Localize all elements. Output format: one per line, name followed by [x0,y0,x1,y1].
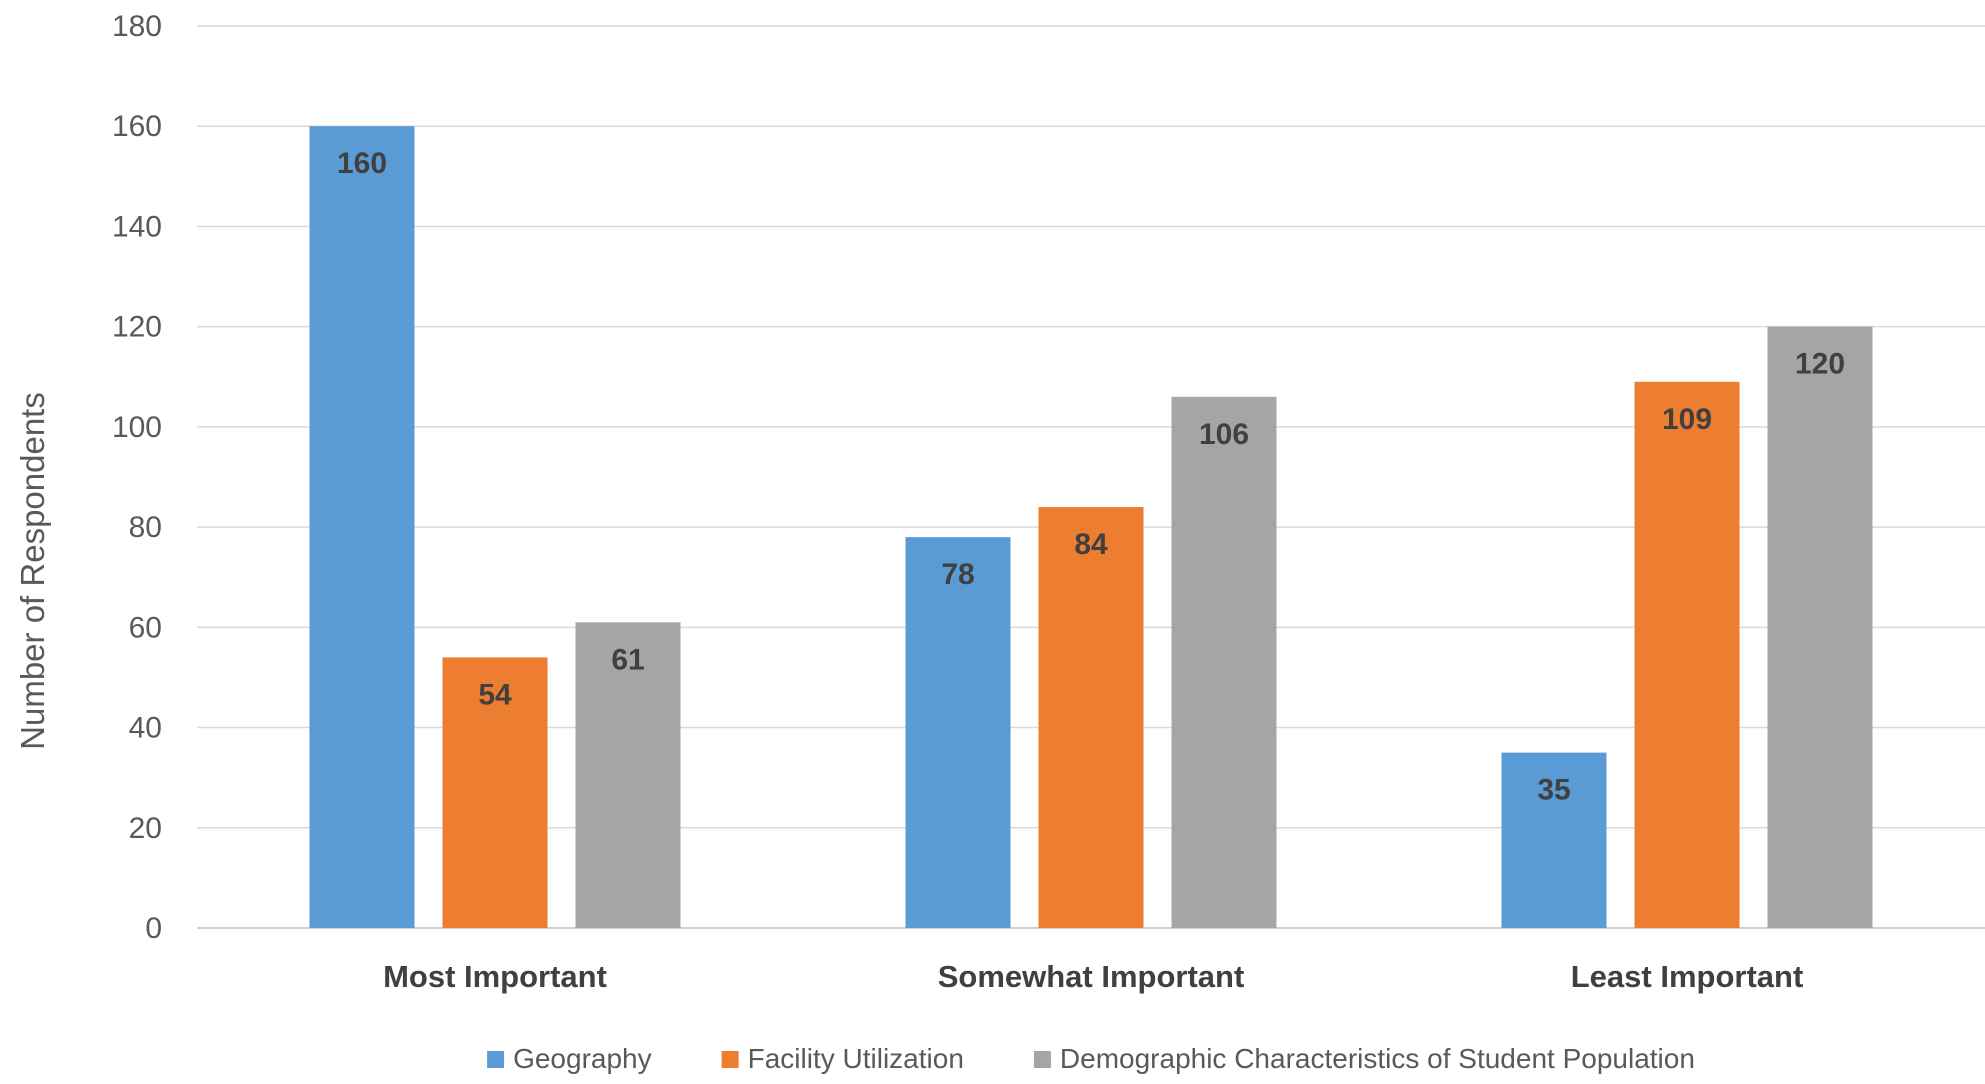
x-axis-categories: Most Important Somewhat Important Least Im… [383,959,1803,994]
bar [309,126,415,928]
legend-item: Geography [487,1043,652,1074]
legend-label: Facility Utilization [748,1043,964,1074]
legend-swatch [1033,1051,1051,1068]
legend-label: Demographic Characteristics of Student P… [1060,1043,1695,1074]
data-label: 54 [478,678,512,711]
y-tick-label: 100 [112,411,162,444]
bars [309,126,1873,929]
y-tick-label: 20 [129,812,162,845]
data-label: 160 [337,147,387,180]
data-label: 120 [1795,348,1845,381]
x-category-label: Most Important [383,959,607,994]
x-category-label: Somewhat Important [938,959,1245,994]
data-label: 109 [1662,403,1712,436]
x-category-label: Least Important [1571,959,1804,994]
y-axis-title: Number of Respondents [14,392,51,750]
bar [1501,752,1607,928]
data-label: 84 [1074,528,1108,561]
legend-swatch [487,1051,505,1068]
bar [442,657,548,928]
data-label: 61 [611,643,644,676]
legend: Geography Facility Utilization Demographic… [487,1043,1695,1074]
data-label: 78 [941,558,974,591]
y-tick-label: 60 [129,611,162,644]
bar [1767,326,1873,929]
y-tick-label: 80 [129,511,162,544]
bar [1171,396,1277,928]
bar [1038,507,1144,928]
legend-item: Facility Utilization [721,1043,964,1074]
legend-swatch [721,1051,739,1068]
bar [1634,381,1740,928]
bar [575,622,681,928]
legend-label: Geography [513,1043,652,1074]
y-tick-label: 140 [112,210,162,243]
legend-item: Demographic Characteristics of Student P… [1033,1043,1695,1074]
y-tick-label: 160 [112,110,162,143]
data-label: 106 [1199,418,1249,451]
y-tick-label: 120 [112,311,162,344]
bar [905,537,1011,928]
y-axis-ticks: 0 20 40 60 80 100 120 140 160 180 [112,10,162,945]
y-tick-label: 40 [129,712,162,745]
data-labels: 160 54 61 78 84 106 35 109 120 [337,147,1845,806]
y-tick-label: 0 [145,912,162,945]
data-label: 35 [1537,774,1570,807]
y-tick-label: 180 [112,10,162,43]
